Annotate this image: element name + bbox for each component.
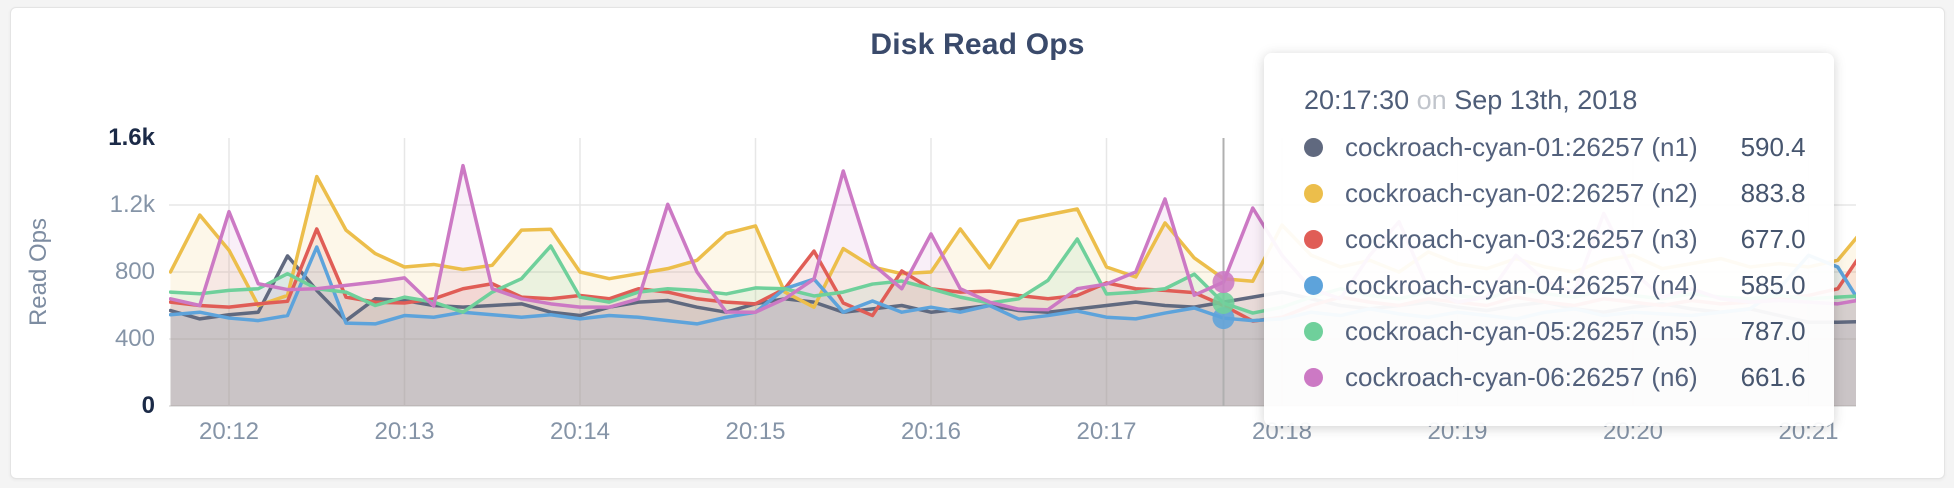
tooltip-series-label: cockroach-cyan-03:26257 (n3) bbox=[1345, 223, 1698, 254]
tooltip-rows: cockroach-cyan-01:26257 (n1) 590.4 cockroa… bbox=[1304, 124, 1806, 400]
y-tick-label: 0 bbox=[141, 392, 155, 419]
tooltip-row: cockroach-cyan-02:26257 (n2) 883.8 bbox=[1304, 170, 1806, 216]
tooltip-row: cockroach-cyan-06:26257 (n6) 661.6 bbox=[1304, 354, 1806, 400]
highlight-dot-n4 bbox=[1212, 307, 1235, 330]
tooltip-series-label: cockroach-cyan-01:26257 (n1) bbox=[1345, 131, 1698, 162]
highlight-dot-n5 bbox=[1212, 291, 1235, 314]
x-tick-label: 20:12 bbox=[198, 418, 260, 445]
tooltip-series-label: cockroach-cyan-06:26257 (n6) bbox=[1345, 361, 1698, 392]
tooltip-row: cockroach-cyan-01:26257 (n1) 590.4 bbox=[1304, 124, 1806, 170]
tooltip-conjunction: on bbox=[1416, 85, 1447, 115]
y-tick-label: 800 bbox=[114, 258, 155, 285]
series-color-dot bbox=[1304, 275, 1323, 295]
tooltip-series-value: 661.6 bbox=[1740, 361, 1806, 392]
series-color-dot bbox=[1304, 229, 1323, 249]
x-tick-label: 20:17 bbox=[1076, 418, 1137, 445]
tooltip-series-value: 883.8 bbox=[1740, 177, 1806, 208]
y-tick-label: 400 bbox=[114, 325, 155, 352]
chart-title: Disk Read Ops bbox=[870, 28, 1085, 61]
series-color-dot bbox=[1304, 137, 1323, 157]
series-color-dot bbox=[1304, 321, 1323, 341]
y-tick-label: 1.2k bbox=[109, 191, 155, 218]
series-color-dot bbox=[1304, 367, 1323, 387]
tooltip-row: cockroach-cyan-04:26257 (n4) 585.0 bbox=[1304, 262, 1806, 308]
y-tick-label: 1.6k bbox=[108, 124, 155, 151]
x-tick-label: 20:14 bbox=[549, 418, 611, 445]
x-tick-label: 20:16 bbox=[900, 418, 962, 445]
tooltip-series-value: 677.0 bbox=[1740, 223, 1806, 254]
tooltip-row: cockroach-cyan-03:26257 (n3) 677.0 bbox=[1304, 216, 1806, 262]
x-tick-label: 20:13 bbox=[374, 418, 435, 445]
tooltip-row: cockroach-cyan-05:26257 (n5) 787.0 bbox=[1304, 308, 1806, 354]
tooltip-header: 20:17:30 on Sep 13th, 2018 bbox=[1304, 85, 1794, 116]
tooltip-time: 20:17:30 bbox=[1304, 85, 1410, 115]
highlight-dot-n6 bbox=[1212, 271, 1235, 294]
tooltip-series-label: cockroach-cyan-05:26257 (n5) bbox=[1345, 315, 1698, 346]
tooltip-series-value: 585.0 bbox=[1740, 269, 1806, 300]
x-tick-label: 20:15 bbox=[725, 418, 786, 445]
series-color-dot bbox=[1304, 183, 1323, 203]
tooltip-series-label: cockroach-cyan-02:26257 (n2) bbox=[1345, 177, 1698, 208]
hover-tooltip: 20:17:30 on Sep 13th, 2018 cockroach-cya… bbox=[1264, 53, 1834, 426]
tooltip-date: Sep 13th, 2018 bbox=[1454, 85, 1638, 115]
tooltip-series-value: 787.0 bbox=[1740, 315, 1806, 346]
tooltip-series-value: 590.4 bbox=[1740, 131, 1806, 162]
tooltip-series-label: cockroach-cyan-04:26257 (n4) bbox=[1345, 269, 1698, 300]
chart-card: Disk Read Ops Read Ops 1.6k 1.2k 800 400 0 2… bbox=[10, 7, 1945, 479]
